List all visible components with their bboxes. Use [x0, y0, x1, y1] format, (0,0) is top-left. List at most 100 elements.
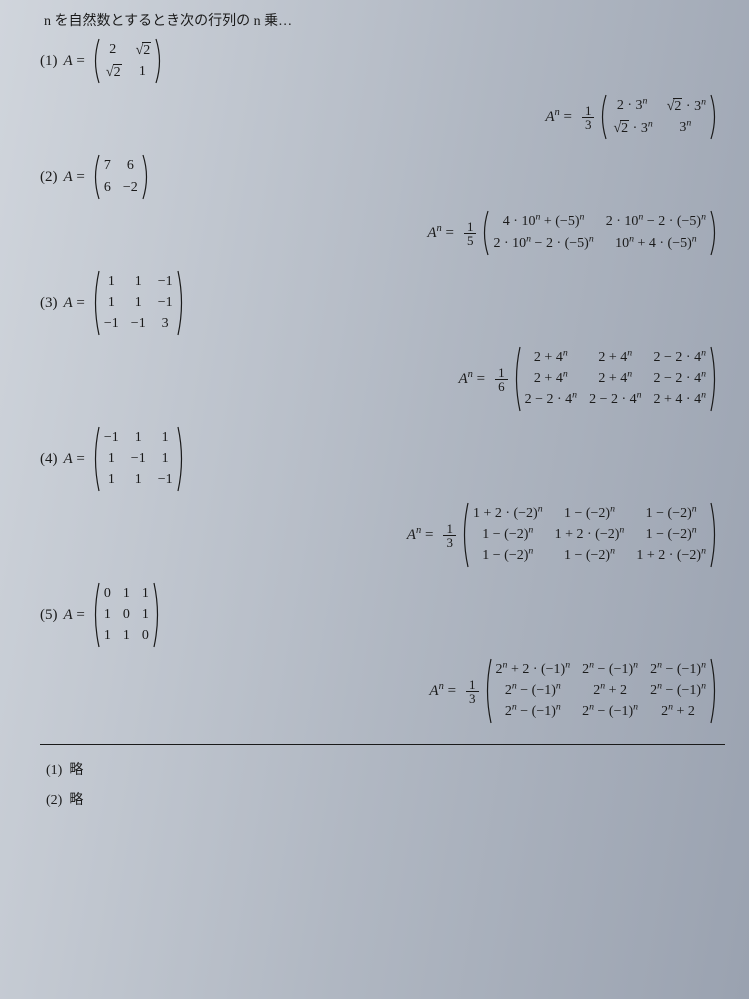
- matrix-cell: 3: [158, 316, 173, 332]
- matrix-cell: 1: [158, 451, 173, 467]
- problem-statement: (1)A =2221: [40, 38, 725, 84]
- answer-cell: 1 − (−2)n: [555, 548, 625, 564]
- matrix-cell: 1: [104, 472, 119, 488]
- answer-cell: 1 − (−2)n: [473, 548, 543, 564]
- answer-cell: 2n − (−1)n: [582, 662, 638, 678]
- answer-cell: 2 − 2 · 4n: [525, 392, 577, 408]
- matrix-lhs: A =: [64, 53, 85, 70]
- fraction-numerator: 1: [443, 522, 456, 536]
- problem-answer: An = 15 4 · 10n + (−5)n 2 · 10n − 2 · (−5)n…: [40, 210, 725, 256]
- answer-cell: 4 · 10n + (−5)n: [493, 214, 593, 230]
- problem: (1)A =2221An =132 · 3n2 · 3n2 · 3n3n: [40, 38, 725, 140]
- answer-lhs: An =: [458, 371, 485, 388]
- fraction-denominator: 3: [466, 692, 479, 705]
- matrix-cell: 6: [104, 180, 111, 196]
- answer-cell: 2 + 4n: [589, 371, 641, 387]
- problem: (4)A =−1111−1111−1An =131 + 2 · (−2)n1 −…: [40, 426, 725, 568]
- answer-cell: 1 − (−2)n: [636, 527, 706, 543]
- matrix-lhs: A =: [64, 169, 85, 186]
- answer-lhs: An =: [545, 109, 572, 126]
- footer-label: (2): [46, 793, 62, 808]
- answer-cell: 2 − 2 · 4n: [589, 392, 641, 408]
- answer-cell: 2 + 4 · 4n: [654, 392, 706, 408]
- matrix-cell: −1: [158, 295, 173, 311]
- matrix-cell: 1: [123, 586, 130, 602]
- footer-item: (1) 略: [46, 759, 725, 779]
- problem-label: (4): [40, 451, 58, 468]
- fraction: 15: [464, 220, 477, 247]
- answer-cell: 2n − (−1)n: [496, 683, 571, 699]
- problem-statement: (5)A =011101110: [40, 582, 725, 648]
- footer-label: (1): [46, 763, 62, 778]
- matrix-cell: 7: [104, 158, 111, 174]
- answer-cell: 3n: [665, 120, 706, 136]
- problem-header: n を自然数とするとき次の行列の n 乗…: [40, 10, 725, 30]
- matrix-cell: 1: [134, 64, 152, 80]
- answer-cell: 1 + 2 · (−2)n: [636, 548, 706, 564]
- fraction-denominator: 3: [582, 118, 595, 131]
- answer-lhs: An =: [427, 225, 454, 242]
- answer-cell: 2 + 4n: [589, 350, 641, 366]
- problem: (2)A =766−2An =154 · 10n + (−5)n2 · 10n …: [40, 154, 725, 256]
- matrix-cell: −2: [123, 180, 138, 196]
- answer-cell: 2 · 3n: [611, 120, 652, 137]
- problem: (3)A =11−111−1−1−13An =162 + 4n2 + 4n2 −…: [40, 270, 725, 412]
- fraction-denominator: 3: [443, 536, 456, 549]
- matrix-cell: 1: [131, 472, 146, 488]
- matrix-cell: −1: [158, 274, 173, 290]
- problem-statement: (3)A =11−111−1−1−13: [40, 270, 725, 336]
- answer-cell: 2 − 2 · 4n: [654, 371, 706, 387]
- answer-cell: 2n − (−1)n: [496, 704, 571, 720]
- answer-cell: 2 · 10n − 2 · (−5)n: [493, 236, 593, 252]
- matrix-cell: 2: [134, 42, 152, 59]
- fraction-denominator: 6: [495, 380, 508, 393]
- answer-cell: 2 + 4n: [525, 371, 577, 387]
- problems-list: (1)A =2221An =132 · 3n2 · 3n2 · 3n3n(2)A…: [40, 38, 725, 724]
- matrix-cell: −1: [104, 316, 119, 332]
- answer-lhs: An =: [407, 527, 434, 544]
- problem-answer: An =132n + 2 · (−1)n2n − (−1)n2n − (−1)n…: [40, 658, 725, 724]
- matrix-cell: 1: [104, 451, 119, 467]
- problem-statement: (4)A =−1111−1111−1: [40, 426, 725, 492]
- section-divider: [40, 744, 725, 745]
- fraction: 13: [466, 678, 479, 705]
- fraction: 16: [495, 366, 508, 393]
- answer-cell: 2n + 2: [650, 704, 706, 720]
- matrix-cell: 1: [104, 274, 119, 290]
- fraction-numerator: 1: [464, 220, 477, 234]
- answer-cell: 2n − (−1)n: [582, 704, 638, 720]
- fraction-denominator: 5: [464, 234, 477, 247]
- matrix-cell: 1: [104, 628, 111, 644]
- footer-list: (1) 略(2) 略: [40, 759, 725, 809]
- answer-cell: 2n + 2: [582, 683, 638, 699]
- problem-label: (2): [40, 169, 58, 186]
- answer-cell: 2 · 10n − 2 · (−5)n: [606, 214, 706, 230]
- fraction-numerator: 1: [495, 366, 508, 380]
- matrix-cell: −1: [104, 430, 119, 446]
- matrix-cell: −1: [158, 472, 173, 488]
- problem-answer: An = 13 1 + 2 · (−2)n 1 − (−2)n 1 − (−2)n 1 −…: [40, 502, 725, 568]
- matrix-cell: 1: [158, 430, 173, 446]
- answer-cell: 1 − (−2)n: [636, 506, 706, 522]
- answer-cell: 2 · 3n: [611, 98, 652, 114]
- problem: (5)A =011101110An =132n + 2 · (−1)n2n − …: [40, 582, 725, 724]
- fraction: 13: [582, 104, 595, 131]
- matrix-cell: 1: [142, 586, 149, 602]
- answer-cell: 1 + 2 · (−2)n: [555, 527, 625, 543]
- matrix-cell: 1: [104, 295, 119, 311]
- answer-cell: 2n − (−1)n: [650, 662, 706, 678]
- matrix-cell: 1: [104, 607, 111, 623]
- matrix-cell: 6: [123, 158, 138, 174]
- matrix-cell: 2: [104, 64, 122, 81]
- matrix-cell: 1: [131, 430, 146, 446]
- matrix-cell: 2: [104, 42, 122, 58]
- matrix-cell: 0: [123, 607, 130, 623]
- problem-label: (5): [40, 607, 58, 624]
- matrix-cell: 1: [142, 607, 149, 623]
- matrix-cell: 1: [131, 274, 146, 290]
- answer-cell: 1 − (−2)n: [555, 506, 625, 522]
- answer-cell: 2 − 2 · 4n: [654, 350, 706, 366]
- fraction-numerator: 1: [466, 678, 479, 692]
- problem-statement: (2)A =766−2: [40, 154, 725, 200]
- problem-label: (1): [40, 53, 58, 70]
